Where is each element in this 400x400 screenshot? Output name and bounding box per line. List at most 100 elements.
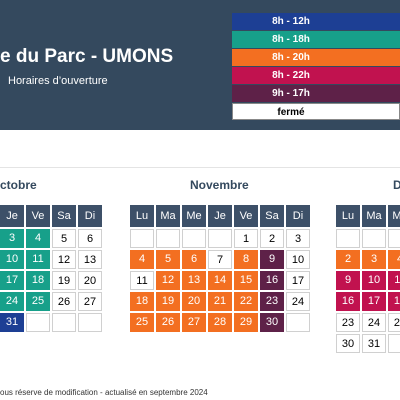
weekday-header: Ma [362, 205, 386, 227]
legend-item: 9h - 17h [232, 85, 400, 102]
subtitle: Horaires d’ouverture [8, 75, 108, 87]
footer-note: ous réserve de modification - actualisé … [0, 388, 208, 397]
day-cell: 18 [130, 292, 154, 311]
day-cell: 22 [234, 292, 258, 311]
day-cell: 5 [52, 229, 76, 248]
day-cell: 27 [78, 292, 102, 311]
day-cell: 21 [208, 292, 232, 311]
weekday-header: Je [0, 205, 24, 227]
day-cell: 10 [286, 250, 310, 269]
empty-cell [130, 229, 154, 248]
legend-item: 8h - 12h [232, 13, 400, 30]
day-cell: 2 [260, 229, 284, 248]
legend-item: 8h - 18h [232, 31, 400, 48]
empty-cell [182, 229, 206, 248]
title: e du Parc - UMONS [0, 46, 174, 67]
empty-cell [156, 229, 180, 248]
empty-cell [388, 334, 400, 353]
day-cell: 23 [336, 313, 360, 332]
day-cell: 2 [336, 250, 360, 269]
day-cell: 14 [208, 271, 232, 290]
day-cell: 17 [0, 271, 24, 290]
day-cell: 27 [182, 313, 206, 332]
day-cell: 17 [286, 271, 310, 290]
month-name: Novembre [190, 178, 249, 192]
day-cell: 31 [362, 334, 386, 353]
day-cell: 18 [388, 292, 400, 311]
day-cell: 8 [234, 250, 258, 269]
day-cell: 25 [26, 292, 50, 311]
empty-cell [26, 313, 50, 332]
weekday-header: Di [286, 205, 310, 227]
day-cell: 30 [260, 313, 284, 332]
weekday-header: Me [182, 205, 206, 227]
weekday-header: Ve [234, 205, 258, 227]
day-cell: 24 [0, 292, 24, 311]
day-cell: 3 [0, 229, 24, 248]
legend-item: 8h - 20h [232, 49, 400, 66]
day-cell: 6 [78, 229, 102, 248]
separator [0, 167, 400, 168]
day-cell: 30 [336, 334, 360, 353]
legend-item: 8h - 22h [232, 67, 400, 84]
day-cell: 20 [78, 271, 102, 290]
day-cell: 9 [260, 250, 284, 269]
weekday-header: Je [208, 205, 232, 227]
empty-cell [286, 313, 310, 332]
day-cell: 28 [208, 313, 232, 332]
day-cell: 25 [130, 313, 154, 332]
legend-item: fermé [232, 103, 400, 120]
day-cell: 3 [362, 250, 386, 269]
day-cell: 31 [0, 313, 24, 332]
weekday-header: Ve [26, 205, 50, 227]
empty-cell [362, 229, 386, 248]
day-cell: 19 [156, 292, 180, 311]
day-cell: 29 [234, 313, 258, 332]
day-cell: 10 [362, 271, 386, 290]
month-name: D [393, 178, 400, 192]
day-cell: 12 [52, 250, 76, 269]
month-name: ctobre [0, 178, 37, 192]
day-cell: 23 [260, 292, 284, 311]
day-cell: 4 [388, 250, 400, 269]
weekday-header: Me [388, 205, 400, 227]
empty-cell [52, 313, 76, 332]
day-cell: 17 [362, 292, 386, 311]
empty-cell [336, 229, 360, 248]
day-cell: 4 [130, 250, 154, 269]
day-cell: 19 [52, 271, 76, 290]
day-cell: 11 [130, 271, 154, 290]
empty-cell [78, 313, 102, 332]
day-cell: 20 [182, 292, 206, 311]
day-cell: 16 [260, 271, 284, 290]
day-cell: 13 [78, 250, 102, 269]
day-cell: 24 [362, 313, 386, 332]
day-cell: 26 [156, 313, 180, 332]
day-cell: 6 [182, 250, 206, 269]
day-cell: 18 [26, 271, 50, 290]
empty-cell [388, 229, 400, 248]
day-cell: 1 [234, 229, 258, 248]
day-cell: 16 [336, 292, 360, 311]
weekday-header: Ma [156, 205, 180, 227]
weekday-header: Sa [52, 205, 76, 227]
day-cell: 26 [52, 292, 76, 311]
day-cell: 9 [336, 271, 360, 290]
weekday-header: Di [78, 205, 102, 227]
day-cell: 24 [286, 292, 310, 311]
day-cell: 25 [388, 313, 400, 332]
day-cell: 5 [156, 250, 180, 269]
day-cell: 7 [208, 250, 232, 269]
day-cell: 3 [286, 229, 310, 248]
day-cell: 11 [388, 271, 400, 290]
day-cell: 10 [0, 250, 24, 269]
day-cell: 11 [26, 250, 50, 269]
day-cell: 4 [26, 229, 50, 248]
weekday-header: Sa [260, 205, 284, 227]
day-cell: 15 [234, 271, 258, 290]
day-cell: 13 [182, 271, 206, 290]
day-cell: 12 [156, 271, 180, 290]
weekday-header: Lu [130, 205, 154, 227]
empty-cell [208, 229, 232, 248]
